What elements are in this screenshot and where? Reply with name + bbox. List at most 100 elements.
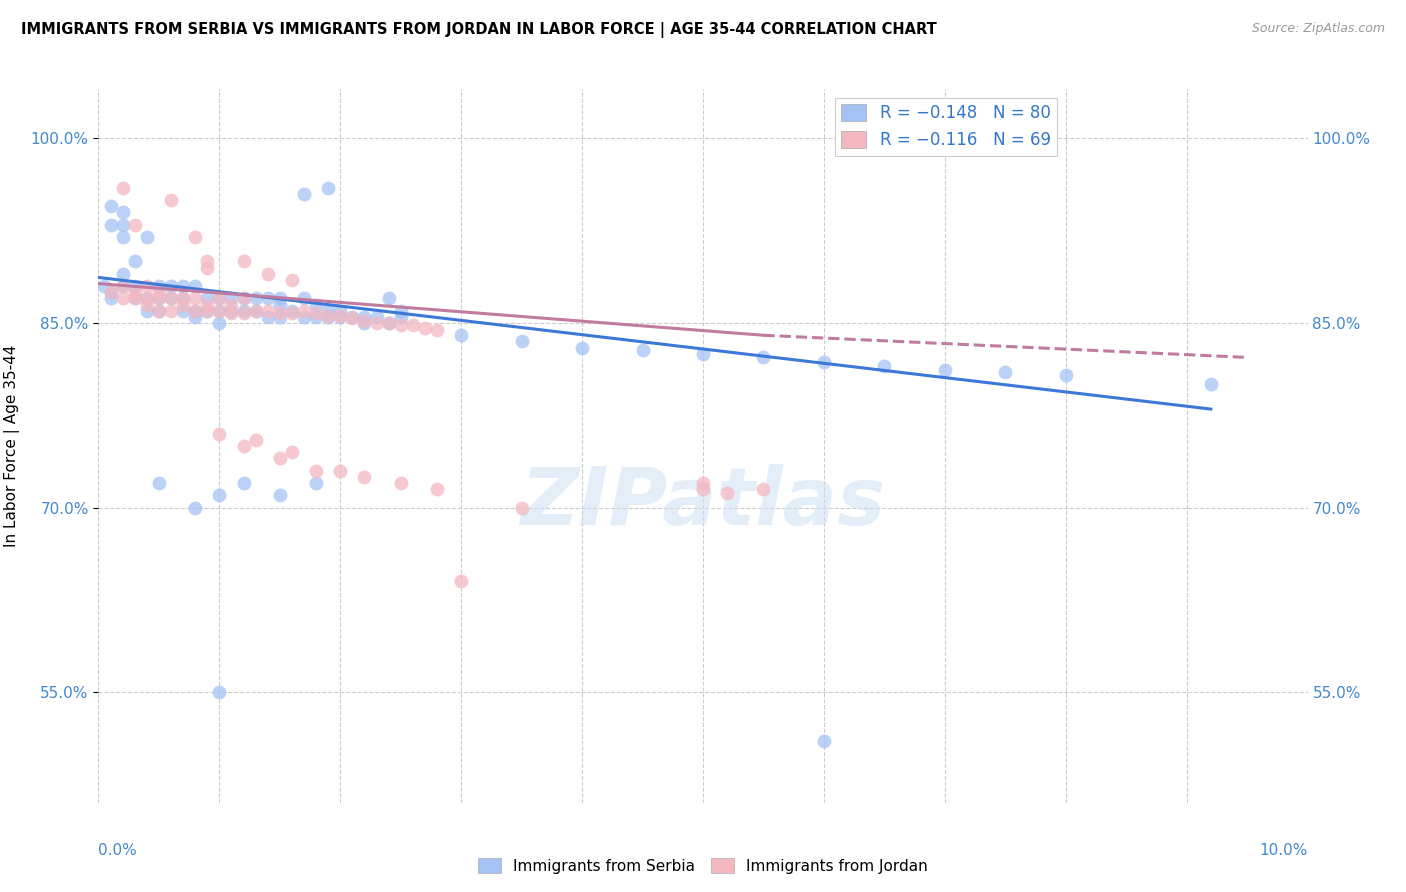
Point xyxy=(100,285,122,300)
Point xyxy=(631,343,654,357)
Point xyxy=(342,311,364,326)
Point xyxy=(208,488,231,502)
Point xyxy=(256,291,278,305)
Point xyxy=(329,464,352,478)
Point xyxy=(232,303,254,318)
Point xyxy=(692,482,714,496)
Point xyxy=(305,297,328,311)
Point xyxy=(160,279,183,293)
Point xyxy=(571,341,593,355)
Point xyxy=(172,297,194,311)
Point xyxy=(100,285,122,300)
Point xyxy=(172,291,194,305)
Point xyxy=(172,291,194,305)
Legend: Immigrants from Serbia, Immigrants from Jordan: Immigrants from Serbia, Immigrants from … xyxy=(472,852,934,880)
Point xyxy=(111,279,134,293)
Point xyxy=(195,303,218,318)
Point xyxy=(148,303,170,318)
Point xyxy=(269,297,291,311)
Point xyxy=(450,328,472,343)
Point xyxy=(281,303,304,318)
Point xyxy=(813,355,835,369)
Point xyxy=(184,291,207,305)
Point xyxy=(221,306,243,320)
Point xyxy=(232,291,254,305)
Point xyxy=(135,303,157,318)
Point xyxy=(256,310,278,324)
Point xyxy=(232,254,254,268)
Point xyxy=(208,303,231,318)
Point xyxy=(292,310,315,324)
Point xyxy=(305,310,328,324)
Point xyxy=(426,482,449,496)
Point xyxy=(305,306,328,320)
Point xyxy=(281,445,304,459)
Point xyxy=(148,291,170,305)
Point xyxy=(111,291,134,305)
Point xyxy=(316,303,339,318)
Point xyxy=(269,451,291,466)
Text: 0.0%: 0.0% xyxy=(98,843,138,858)
Point xyxy=(208,426,231,441)
Point xyxy=(208,316,231,330)
Point xyxy=(342,310,364,324)
Point xyxy=(292,186,315,201)
Point xyxy=(305,464,328,478)
Point xyxy=(329,303,352,318)
Point xyxy=(148,291,170,305)
Point xyxy=(692,347,714,361)
Point xyxy=(353,469,375,483)
Point xyxy=(232,475,254,490)
Point xyxy=(353,316,375,330)
Point xyxy=(148,279,170,293)
Point xyxy=(450,574,472,589)
Point xyxy=(389,303,412,318)
Point xyxy=(195,291,218,305)
Point xyxy=(377,316,399,330)
Point xyxy=(195,260,218,275)
Point xyxy=(269,488,291,502)
Point xyxy=(752,351,775,365)
Point xyxy=(269,310,291,324)
Point xyxy=(413,321,436,335)
Point xyxy=(208,685,231,699)
Point xyxy=(184,500,207,515)
Point xyxy=(124,291,146,305)
Point xyxy=(316,310,339,324)
Point xyxy=(281,306,304,320)
Point xyxy=(124,254,146,268)
Point xyxy=(111,230,134,244)
Point xyxy=(1199,377,1222,392)
Point xyxy=(184,279,207,293)
Text: Source: ZipAtlas.com: Source: ZipAtlas.com xyxy=(1251,22,1385,36)
Point xyxy=(124,218,146,232)
Point xyxy=(281,273,304,287)
Point xyxy=(221,291,243,305)
Point xyxy=(111,279,134,293)
Point xyxy=(813,734,835,748)
Point xyxy=(221,297,243,311)
Point xyxy=(124,291,146,305)
Y-axis label: In Labor Force | Age 35-44: In Labor Force | Age 35-44 xyxy=(4,345,20,547)
Point xyxy=(160,291,183,305)
Point xyxy=(208,291,231,305)
Point xyxy=(184,303,207,318)
Point xyxy=(329,309,352,323)
Legend: R = −0.148   N = 80, R = −0.116   N = 69: R = −0.148 N = 80, R = −0.116 N = 69 xyxy=(835,97,1057,155)
Point xyxy=(111,180,134,194)
Point xyxy=(426,323,449,337)
Point xyxy=(148,285,170,300)
Point xyxy=(124,285,146,300)
Point xyxy=(195,254,218,268)
Point xyxy=(195,297,218,311)
Point xyxy=(402,318,425,333)
Point xyxy=(232,306,254,320)
Point xyxy=(232,291,254,305)
Point xyxy=(716,485,738,500)
Point xyxy=(366,316,388,330)
Point xyxy=(184,303,207,318)
Point xyxy=(135,230,157,244)
Point xyxy=(160,303,183,318)
Point xyxy=(135,291,157,305)
Point xyxy=(245,303,267,318)
